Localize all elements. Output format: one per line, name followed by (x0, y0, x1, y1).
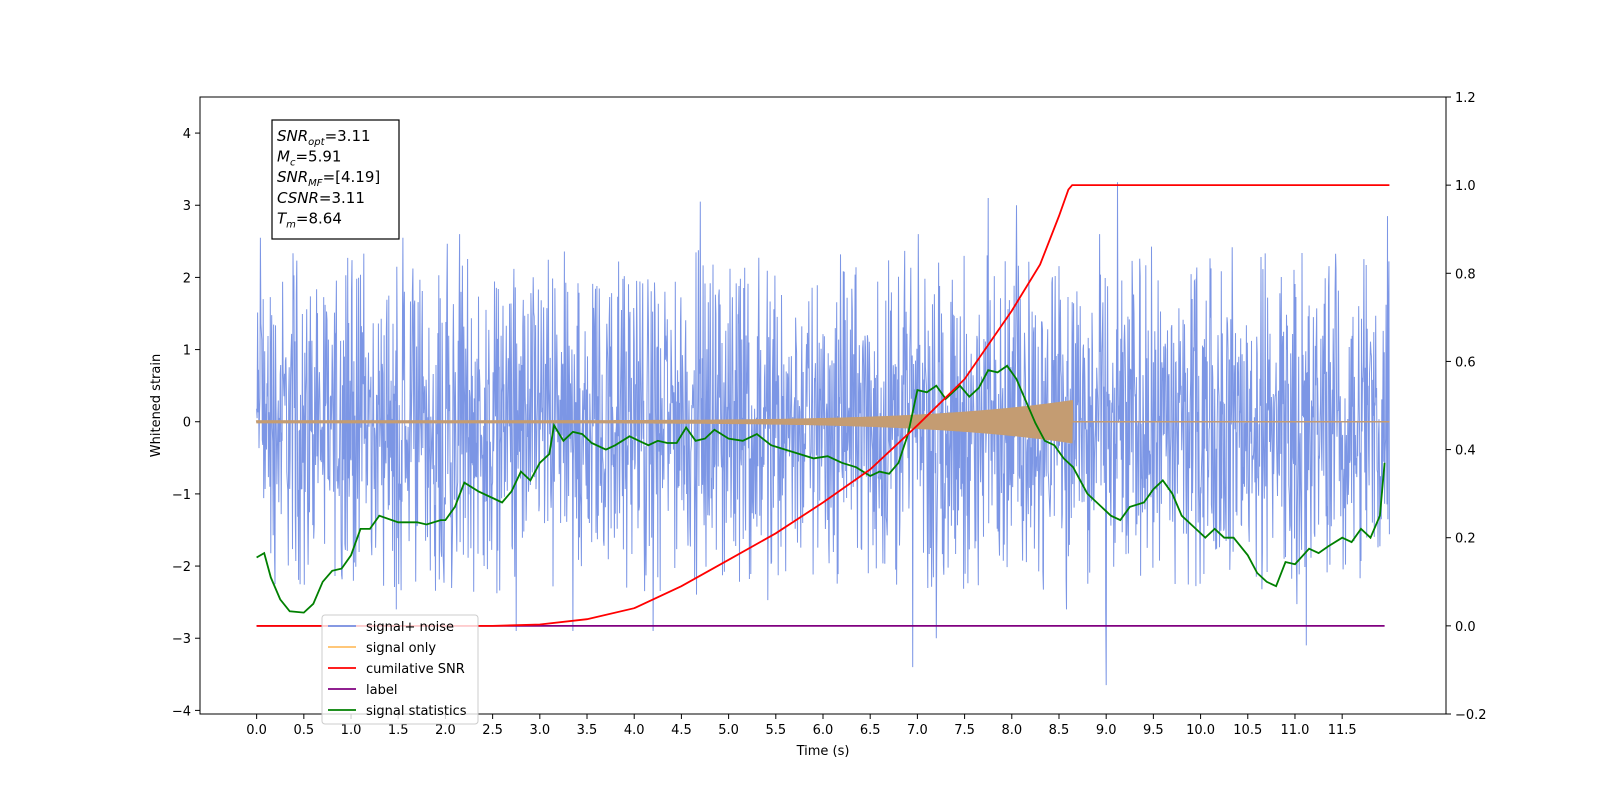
y-right-tick-label: 0.8 (1455, 267, 1476, 282)
x-tick-label: 3.0 (529, 723, 550, 738)
x-axis-label: Time (s) (796, 744, 850, 759)
x-tick-label: 9.5 (1143, 723, 1164, 738)
series-signal-only-line (255, 400, 1390, 444)
annotation-line: Mc=5.91 (277, 148, 341, 169)
x-tick-label: 1.5 (388, 723, 409, 738)
x-tick-label: 0.0 (246, 723, 267, 738)
series-cumulative-snr-line (256, 184, 1390, 627)
y-left-tick-label: −2 (172, 560, 191, 575)
annotation-symbol: T (277, 209, 288, 227)
annotation-line: CSNR=3.11 (277, 189, 365, 207)
y-left-tick-label: 0 (183, 416, 191, 431)
x-tick-label: 8.5 (1049, 723, 1070, 738)
x-tick-label: 7.5 (954, 723, 975, 738)
legend-label: signal statistics (366, 704, 467, 719)
y-left-tick-label: 2 (183, 271, 191, 286)
legend-label: cumilative SNR (366, 662, 465, 677)
x-tick-label: 5.0 (718, 723, 739, 738)
y-right-tick-label: 0.6 (1455, 355, 1476, 370)
x-tick-label: 8.0 (1001, 723, 1022, 738)
annotation-symbol: CSNR (277, 189, 319, 207)
y-axis-left: −4 −3 −2 −1 0 1 2 3 4 (172, 127, 200, 719)
y-left-tick-label: 3 (183, 199, 191, 214)
annotation-value: =[4.19] (323, 168, 381, 186)
y-left-tick-label: −3 (172, 632, 191, 647)
y-right-tick-label: 0.0 (1455, 620, 1476, 635)
y-right-tick-label: 1.0 (1455, 179, 1476, 194)
legend-label: signal+ noise (366, 620, 454, 635)
annotation-value: =5.91 (295, 148, 341, 166)
legend-label: label (366, 683, 397, 698)
x-tick-label: 9.0 (1096, 723, 1117, 738)
legend: signal+ noise signal only cumilative SNR la… (321, 614, 479, 725)
x-tick-label: 11.0 (1280, 723, 1309, 738)
x-tick-label: 7.0 (907, 723, 928, 738)
x-tick-label: 6.0 (813, 723, 834, 738)
series-signal-noise-line (256, 182, 1390, 686)
x-tick-label: 10.5 (1233, 723, 1262, 738)
annotation-line: SNRMF=[4.19] (277, 168, 380, 189)
legend-frame (321, 614, 479, 725)
annotation-subscript: opt (308, 137, 325, 148)
x-tick-label: 6.5 (860, 723, 881, 738)
x-tick-label: 10.0 (1186, 723, 1215, 738)
x-tick-label: 5.5 (765, 723, 786, 738)
y-right-tick-label: 0.2 (1455, 532, 1476, 547)
annotation-line: Tm=8.64 (277, 209, 342, 230)
y-left-tick-label: −4 (172, 704, 191, 719)
stats-annotation-box: SNRopt=3.11Mc=5.91SNRMF=[4.19]CSNR=3.11T… (271, 119, 400, 240)
x-axis: 0.0 0.5 1.0 1.5 2.0 2.5 3.0 3.5 4.0 4.5 5.0 5.5 6.0 6… (246, 714, 1357, 738)
x-tick-label: 4.5 (671, 723, 692, 738)
annotation-box-frame (271, 119, 400, 240)
y-left-tick-label: 1 (183, 344, 191, 359)
annotation-subscript: MF (308, 178, 323, 189)
annotation-value: =3.11 (319, 189, 365, 207)
annotation-symbol: M (277, 148, 290, 166)
annotation-value: =8.64 (296, 209, 342, 227)
series-signal-statistics-line (256, 364, 1386, 614)
x-tick-label: 3.5 (577, 723, 598, 738)
annotation-value: =3.11 (325, 127, 371, 145)
annotation-symbol: SNR (277, 127, 308, 145)
x-tick-label: 11.5 (1328, 723, 1357, 738)
y-left-tick-label: 4 (183, 127, 191, 142)
x-tick-label: 0.5 (293, 723, 314, 738)
x-tick-label: 2.5 (482, 723, 503, 738)
x-tick-label: 4.0 (624, 723, 645, 738)
y-right-tick-label: 1.2 (1455, 91, 1476, 106)
y-axis-right: −0.2 0.0 0.2 0.4 0.6 0.8 1.0 1.2 (1446, 91, 1487, 723)
annotation-subscript: c (290, 158, 296, 169)
y-right-tick-label: −0.2 (1455, 708, 1487, 723)
annotation-symbol: SNR (277, 168, 308, 186)
x-tick-label: 2.0 (435, 723, 456, 738)
x-tick-label: 1.0 (341, 723, 362, 738)
annotation-line: SNRopt=3.11 (277, 127, 371, 148)
legend-label: signal only (366, 641, 436, 656)
annotation-subscript: m (286, 219, 296, 230)
y-right-tick-label: 0.4 (1455, 444, 1476, 459)
y-left-tick-label: −1 (172, 488, 191, 503)
y-axis-label: Whitened strain (149, 354, 164, 457)
